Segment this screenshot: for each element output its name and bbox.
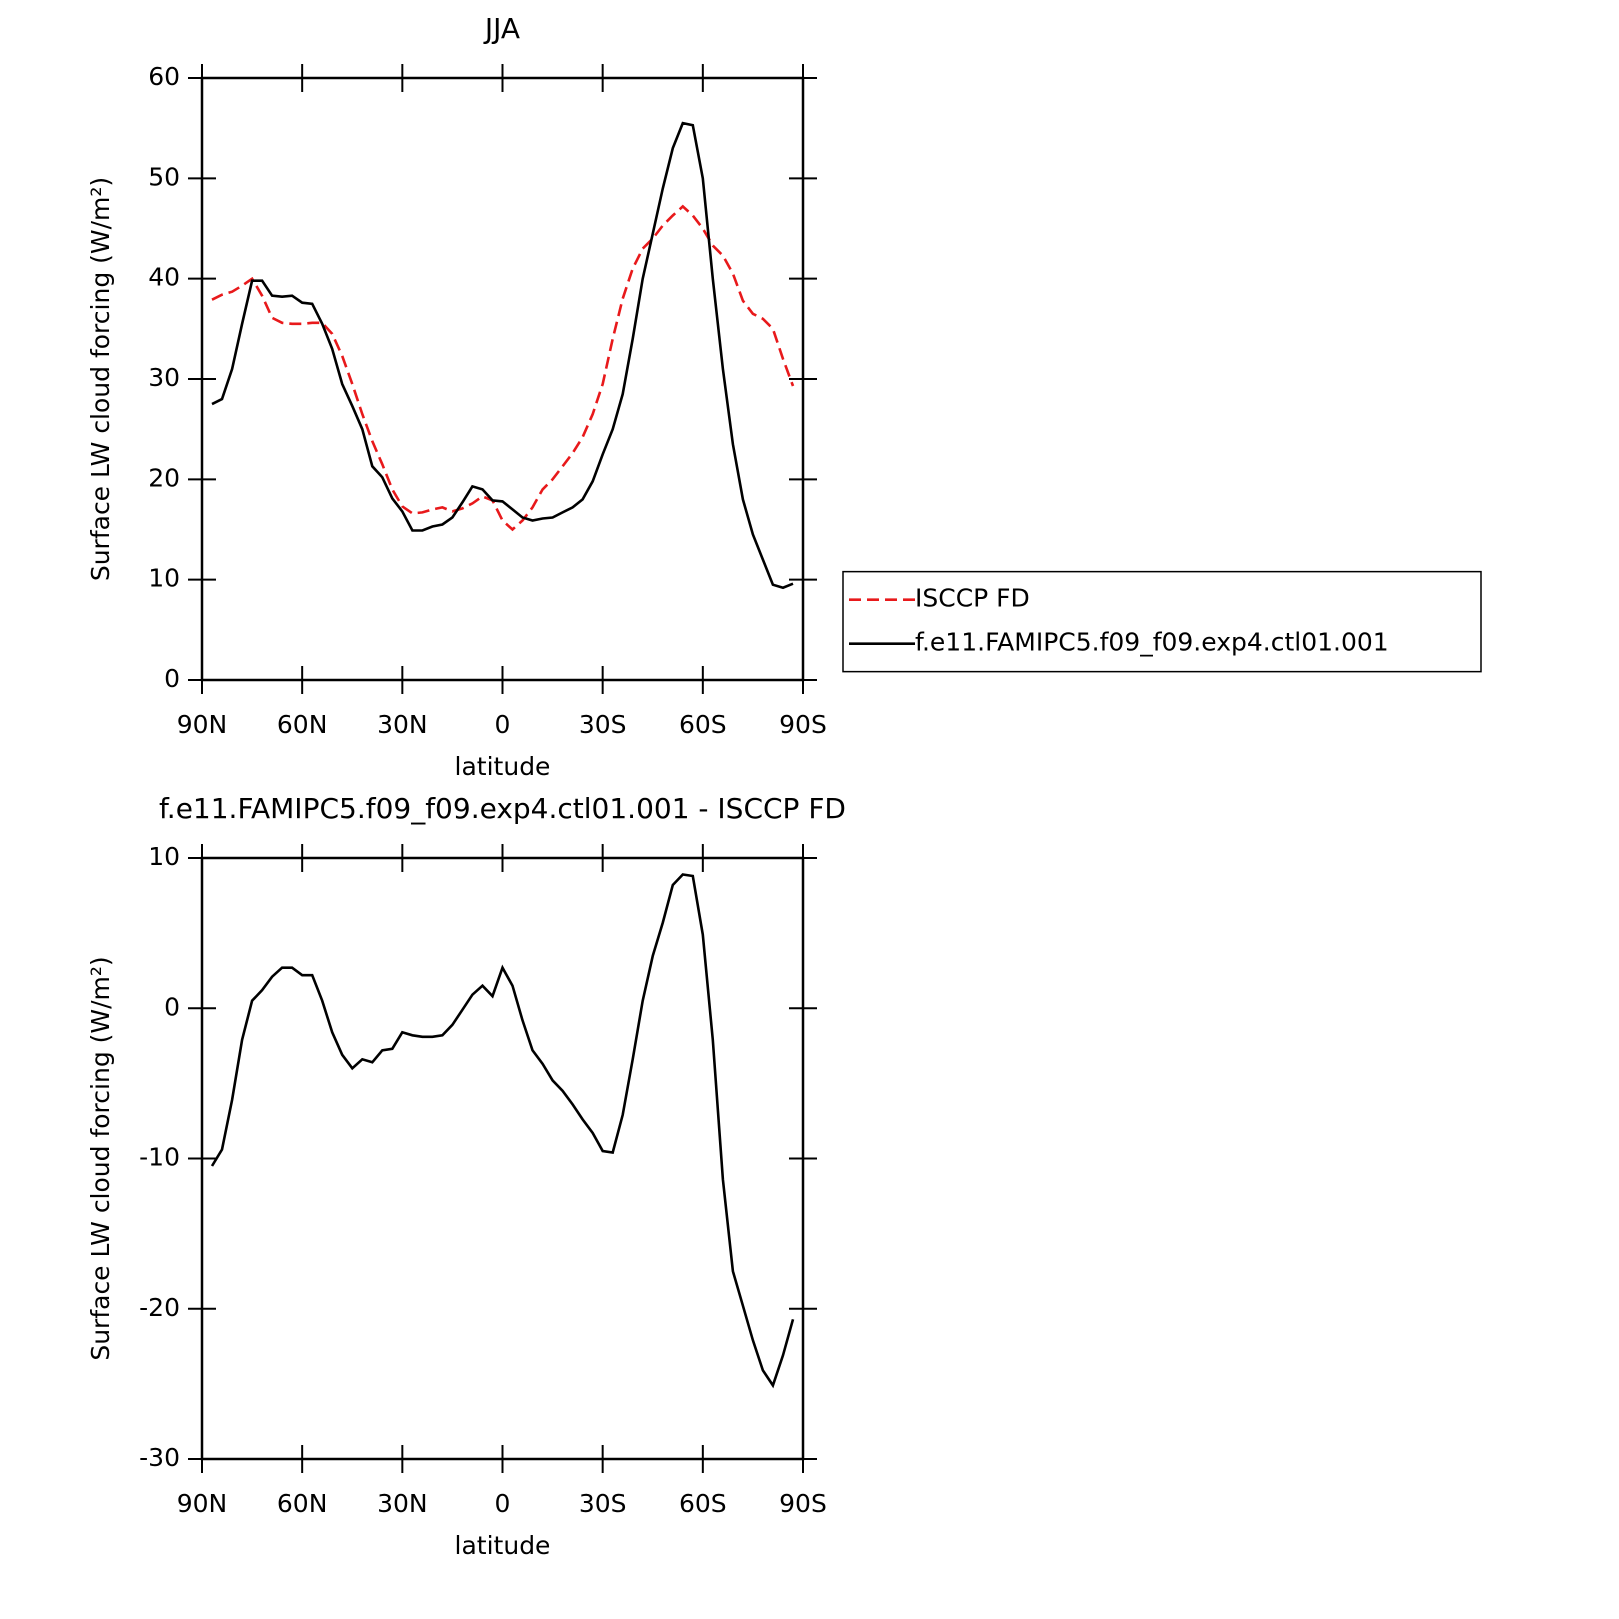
x-tick-label: 0 <box>495 1489 511 1518</box>
x-tick-label: 30N <box>377 710 428 739</box>
chart-title: f.e11.FAMIPC5.f09_f09.exp4.ctl01.001 - I… <box>159 792 846 825</box>
x-axis-label: latitude <box>455 1531 551 1560</box>
y-tick-label: 40 <box>148 263 180 292</box>
x-tick-label: 60S <box>679 1489 727 1518</box>
x-tick-label: 90N <box>177 710 228 739</box>
data-line <box>211 204 795 532</box>
y-axis-label: Surface LW cloud forcing (W/m²) <box>86 177 115 581</box>
data-line <box>210 873 795 1389</box>
y-tick-label: 0 <box>164 992 180 1021</box>
plot-frame <box>200 76 805 682</box>
legend-box <box>842 570 1482 673</box>
x-tick-label: 30S <box>579 710 627 739</box>
y-tick-label: -20 <box>139 1293 180 1322</box>
x-tick-label: 90S <box>779 710 827 739</box>
x-tick-label: 90N <box>177 1489 228 1518</box>
legend-label: f.e11.FAMIPC5.f09_f09.exp4.ctl01.001 <box>915 628 1389 657</box>
chart-title: JJA <box>483 12 520 45</box>
y-tick-label: 60 <box>148 62 180 91</box>
x-tick-label: 90S <box>779 1489 827 1518</box>
x-axis-label: latitude <box>455 752 551 781</box>
plot-frame <box>200 856 805 1461</box>
x-tick-label: 0 <box>495 710 511 739</box>
y-tick-label: 20 <box>148 463 180 492</box>
legend-label: ISCCP FD <box>915 584 1030 613</box>
y-tick-label: -10 <box>139 1143 180 1172</box>
y-axis-label: Surface LW cloud forcing (W/m²) <box>86 956 115 1360</box>
data-line <box>211 121 794 590</box>
y-tick-label: -30 <box>139 1443 180 1472</box>
x-tick-label: 60N <box>277 710 328 739</box>
x-tick-label: 60N <box>277 1489 328 1518</box>
x-tick-label: 30S <box>579 1489 627 1518</box>
x-tick-label: 30N <box>377 1489 428 1518</box>
y-tick-label: 30 <box>148 363 180 392</box>
x-tick-label: 60S <box>679 710 727 739</box>
y-tick-label: 10 <box>148 564 180 593</box>
y-tick-label: 10 <box>148 842 180 871</box>
y-tick-label: 0 <box>164 664 180 693</box>
y-tick-label: 50 <box>148 162 180 191</box>
